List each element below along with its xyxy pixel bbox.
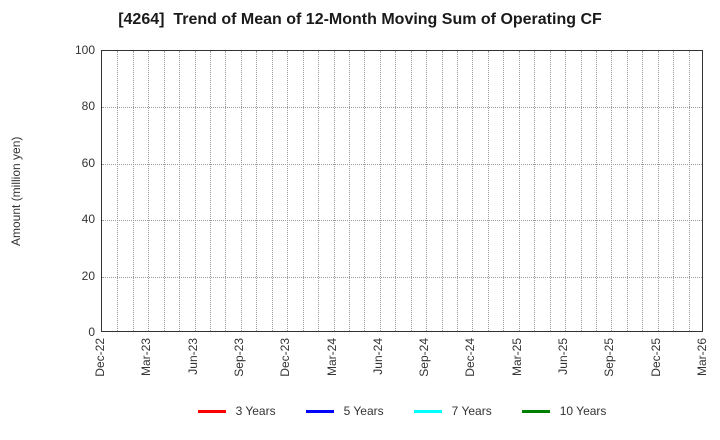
x-tick-label: Jun-24 — [370, 338, 385, 375]
gridline-vertical — [642, 51, 644, 331]
gridline-vertical — [673, 51, 675, 331]
y-tick-label: 80 — [81, 99, 95, 114]
x-tick-label: Dec-25 — [648, 338, 663, 377]
x-tick-label: Mar-25 — [509, 338, 524, 377]
legend-item: 10 Years — [521, 404, 607, 418]
y-tick-label: 20 — [81, 268, 95, 283]
plot-area — [101, 50, 703, 332]
gridline-vertical — [595, 51, 597, 331]
gridline-vertical — [565, 51, 567, 331]
legend: 3 Years 5 Years 7 Years 10 Years — [101, 405, 703, 417]
gridline-vertical — [333, 51, 335, 331]
x-tick-label: Mar-26 — [695, 338, 709, 377]
legend-label: 5 Years — [343, 404, 384, 418]
gridline-vertical — [503, 51, 505, 331]
x-tick-label: Dec-23 — [278, 338, 293, 377]
y-tick-label: 60 — [81, 155, 95, 170]
gridline-vertical — [210, 51, 212, 331]
gridline-vertical — [256, 51, 258, 331]
legend-item: 7 Years — [413, 404, 492, 418]
gridline-vertical — [379, 51, 381, 331]
gridline-vertical — [348, 51, 350, 331]
gridline-vertical — [518, 51, 520, 331]
gridline-horizontal — [102, 220, 702, 222]
gridline-vertical — [271, 51, 273, 331]
gridline-vertical — [194, 51, 196, 331]
gridline-vertical — [132, 51, 134, 331]
legend-line-swatch — [305, 409, 334, 413]
y-tick-labels: 0 20 40 60 80 100 — [0, 44, 95, 338]
gridline-vertical — [410, 51, 412, 331]
x-tick-label: Jun-25 — [556, 338, 571, 375]
x-tick-labels: Dec-22 Mar-23 Jun-23 Sep-23 Dec-23 Mar-24 Jun-… — [93, 338, 709, 394]
gridline-vertical — [472, 51, 474, 331]
gridline-horizontal — [102, 276, 702, 278]
y-tick-label: 0 — [88, 325, 95, 339]
chart-title: [4264] Trend of Mean of 12-Month Moving … — [118, 11, 602, 28]
x-tick-label: Mar-24 — [324, 338, 339, 377]
gridline-vertical — [364, 51, 366, 331]
y-tick-label: 40 — [81, 212, 95, 227]
legend-item: 3 Years — [197, 404, 276, 418]
gridline-vertical — [148, 51, 150, 331]
legend-label: 10 Years — [559, 404, 607, 418]
gridline-vertical — [441, 51, 443, 331]
gridline-vertical — [225, 51, 227, 331]
gridline-horizontal — [102, 107, 702, 109]
x-tick-label: Dec-24 — [463, 338, 478, 377]
x-tick-label: Jun-23 — [185, 338, 200, 375]
gridline-vertical — [611, 51, 613, 331]
gridline-horizontal — [102, 163, 702, 165]
legend-label: 3 Years — [235, 404, 276, 418]
x-tick-label: Sep-25 — [602, 338, 617, 377]
gridline-vertical — [163, 51, 165, 331]
gridline-vertical — [549, 51, 551, 331]
gridline-vertical — [302, 51, 304, 331]
gridline-vertical — [287, 51, 289, 331]
gridline-vertical — [534, 51, 536, 331]
legend-item: 5 Years — [305, 404, 384, 418]
x-tick-label: Sep-24 — [417, 338, 432, 377]
y-tick-label: 100 — [74, 43, 95, 57]
legend-line-swatch — [521, 409, 550, 413]
legend-line-swatch — [197, 409, 226, 413]
gridline-vertical — [626, 51, 628, 331]
legend-label: 7 Years — [451, 404, 492, 418]
gridline-vertical — [395, 51, 397, 331]
gridline-vertical — [179, 51, 181, 331]
gridline-vertical — [657, 51, 659, 331]
legend-line-swatch — [413, 409, 442, 413]
x-tick-label: Sep-23 — [231, 338, 246, 377]
gridline-vertical — [426, 51, 428, 331]
x-tick-label: Mar-23 — [139, 338, 154, 377]
gridline-vertical — [487, 51, 489, 331]
x-tick-label: Dec-22 — [93, 338, 107, 377]
gridline-vertical — [688, 51, 690, 331]
gridline-vertical — [117, 51, 119, 331]
gridline-vertical — [240, 51, 242, 331]
gridline-vertical — [318, 51, 320, 331]
gridline-vertical — [580, 51, 582, 331]
gridline-vertical — [457, 51, 459, 331]
